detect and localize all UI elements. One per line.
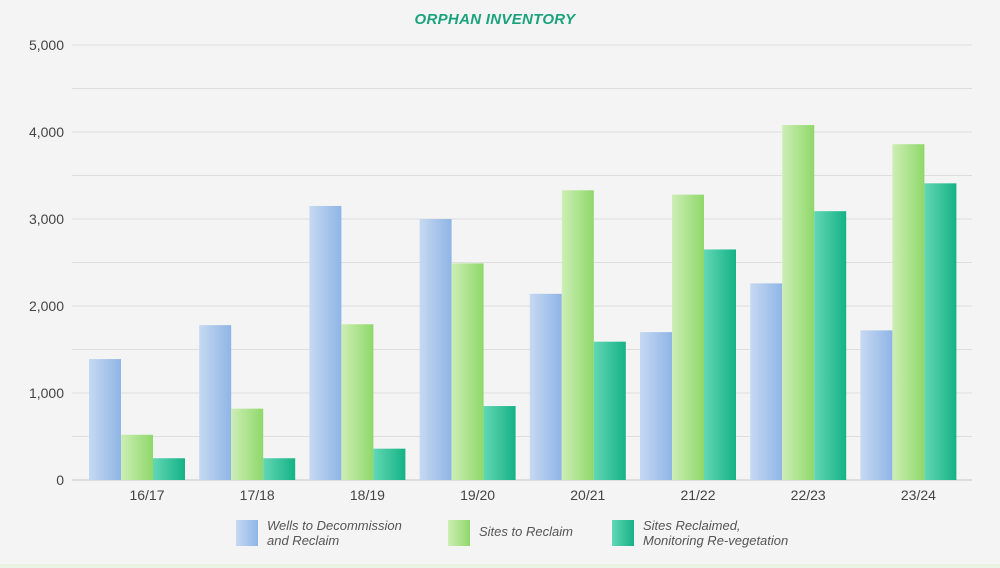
legend-label: Wells to Decommission xyxy=(267,518,402,533)
bar-sites-to-reclaim-16-17 xyxy=(121,434,153,480)
bar-sites-reclaimed-monitoring-re-vegetation-23-24 xyxy=(924,183,957,480)
bar-sites-to-reclaim-23-24 xyxy=(892,144,925,480)
bar-sites-reclaimed-monitoring-re-vegetation-22-23 xyxy=(814,211,847,481)
bar-sites-to-reclaim-18-19 xyxy=(341,324,374,480)
bar-wells-to-decommission-and-reclaim-23-24 xyxy=(860,330,893,480)
bar-sites-reclaimed-monitoring-re-vegetation-18-19 xyxy=(373,448,406,480)
x-tick-label: 19/20 xyxy=(460,487,495,503)
bar-sites-to-reclaim-22-23 xyxy=(782,125,815,480)
y-tick-label: 1,000 xyxy=(29,385,64,401)
y-tick-label: 5,000 xyxy=(29,37,64,53)
bar-wells-to-decommission-and-reclaim-18-19 xyxy=(309,205,342,480)
x-tick-label: 20/21 xyxy=(570,487,605,503)
bar-sites-to-reclaim-19-20 xyxy=(451,263,484,480)
y-axis-ticks: 0 1,000 2,000 3,000 4,000 5,000 xyxy=(29,37,64,488)
legend-label: Sites to Reclaim xyxy=(479,524,573,539)
y-tick-label: 3,000 xyxy=(29,211,64,227)
x-axis-ticks: 16/17 17/18 18/19 19/20 20/21 21/22 22/23 23/24 xyxy=(129,487,936,503)
bars xyxy=(89,125,957,481)
bar-sites-to-reclaim-20-21 xyxy=(561,190,594,481)
x-tick-label: 16/17 xyxy=(129,487,164,503)
x-tick-label: 21/22 xyxy=(680,487,715,503)
x-tick-label: 18/19 xyxy=(350,487,385,503)
x-tick-label: 17/18 xyxy=(240,487,275,503)
bar-sites-reclaimed-monitoring-re-vegetation-20-21 xyxy=(593,341,626,480)
bar-wells-to-decommission-and-reclaim-16-17 xyxy=(89,359,121,480)
x-tick-label: 22/23 xyxy=(791,487,826,503)
y-tick-label: 4,000 xyxy=(29,124,64,140)
bar-wells-to-decommission-and-reclaim-22-23 xyxy=(750,283,783,480)
bar-wells-to-decommission-and-reclaim-21-22 xyxy=(640,332,672,480)
x-tick-label: 23/24 xyxy=(901,487,936,503)
y-tick-label: 0 xyxy=(56,472,64,488)
legend-label: and Reclaim xyxy=(267,533,339,548)
legend-swatch xyxy=(612,520,634,546)
bar-wells-to-decommission-and-reclaim-19-20 xyxy=(419,219,452,480)
bar-sites-to-reclaim-21-22 xyxy=(672,194,704,480)
bottom-band xyxy=(0,564,1000,568)
y-tick-label: 2,000 xyxy=(29,298,64,314)
legend-swatch xyxy=(236,520,258,546)
bar-sites-reclaimed-monitoring-re-vegetation-19-20 xyxy=(483,406,516,480)
legend-label: Sites Reclaimed, xyxy=(643,518,741,533)
bar-sites-reclaimed-monitoring-re-vegetation-21-22 xyxy=(704,249,736,480)
chart-title: ORPHAN INVENTORY xyxy=(415,11,578,28)
bar-wells-to-decommission-and-reclaim-20-21 xyxy=(529,293,562,480)
bar-sites-to-reclaim-17-18 xyxy=(231,408,264,480)
legend-label: Monitoring Re-vegetation xyxy=(643,533,788,548)
legend-swatch xyxy=(448,520,470,546)
bar-wells-to-decommission-and-reclaim-17-18 xyxy=(199,325,232,480)
bar-sites-reclaimed-monitoring-re-vegetation-17-18 xyxy=(263,458,296,480)
bar-sites-reclaimed-monitoring-re-vegetation-16-17 xyxy=(153,458,185,480)
